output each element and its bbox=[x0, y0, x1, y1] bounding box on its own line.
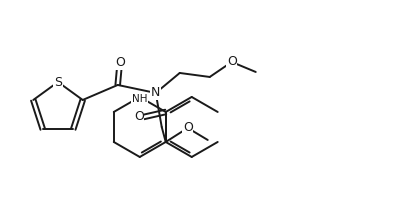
Text: N: N bbox=[151, 87, 161, 99]
Text: S: S bbox=[54, 76, 62, 88]
Text: O: O bbox=[134, 110, 144, 124]
Text: O: O bbox=[227, 56, 237, 68]
Text: O: O bbox=[115, 56, 125, 69]
Text: O: O bbox=[183, 121, 193, 134]
Text: NH: NH bbox=[132, 94, 148, 104]
